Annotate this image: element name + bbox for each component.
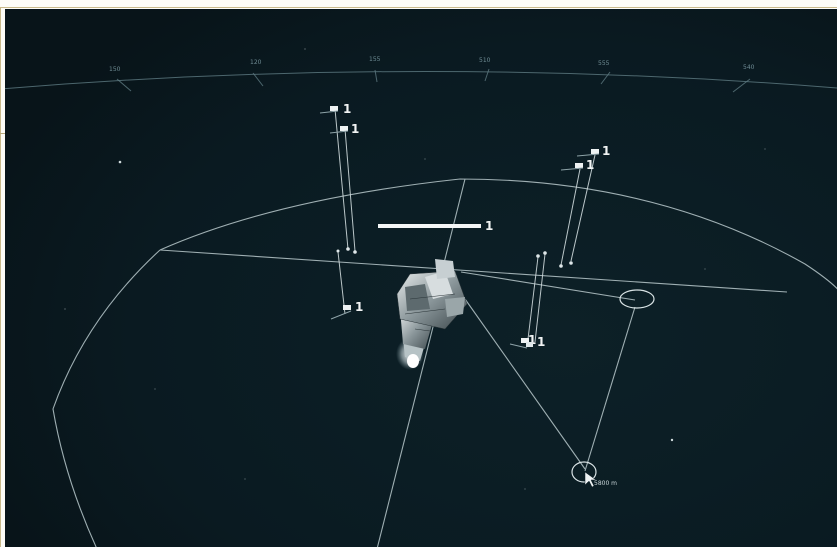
squad-count-label: 1 (343, 102, 351, 116)
squad-count-label: 1 (537, 335, 545, 349)
waypoint-distance: 5800 m (594, 480, 617, 487)
selected-ship-health-bar: 1 (378, 219, 493, 233)
squad-count-label: 1 (351, 122, 359, 136)
tactical-scene[interactable]: 150 120 155 510 555 540 (5, 9, 837, 547)
waypoint-marker[interactable] (571, 289, 655, 483)
heading-tick-label: 555 (598, 60, 610, 67)
squad-count-label: 1 (602, 144, 610, 158)
selected-ship-count-label: 1 (485, 219, 493, 233)
fighter-squad-icon[interactable]: 1 (509, 333, 536, 349)
squad-count-label: 1 (528, 333, 536, 347)
tactical-grid (52, 178, 837, 547)
heading-tick-label: 120 (250, 59, 262, 66)
window-edge-tick (0, 133, 6, 134)
window-left-border (0, 8, 1, 547)
fighter-squad-icon[interactable]: 1 (576, 144, 610, 158)
tactical-viewport[interactable]: 150 120 155 510 555 540 (5, 9, 837, 547)
fighter-squad-icon[interactable]: 1 (526, 335, 545, 349)
mothership-icon[interactable] (396, 259, 468, 370)
window-top-border (0, 7, 837, 8)
heading-tick-label: 155 (369, 56, 381, 63)
fighter-squad-icon[interactable]: 1 (560, 158, 594, 172)
cursor-icon (584, 471, 597, 488)
squad-count-label: 1 (586, 158, 594, 172)
fighter-squad-icon[interactable]: 1 (329, 122, 359, 136)
squad-count-label: 1 (355, 300, 363, 314)
starfield (64, 48, 766, 490)
heading-tick-label: 150 (109, 66, 121, 73)
stalk-base-points (336, 247, 573, 268)
fighter-squad-icon[interactable]: 1 (330, 300, 363, 320)
heading-tick-label: 510 (479, 57, 491, 64)
heading-scale: 150 120 155 510 555 540 (5, 56, 837, 93)
fighter-squad-icon[interactable]: 1 (319, 102, 351, 116)
heading-tick-label: 540 (743, 64, 755, 71)
